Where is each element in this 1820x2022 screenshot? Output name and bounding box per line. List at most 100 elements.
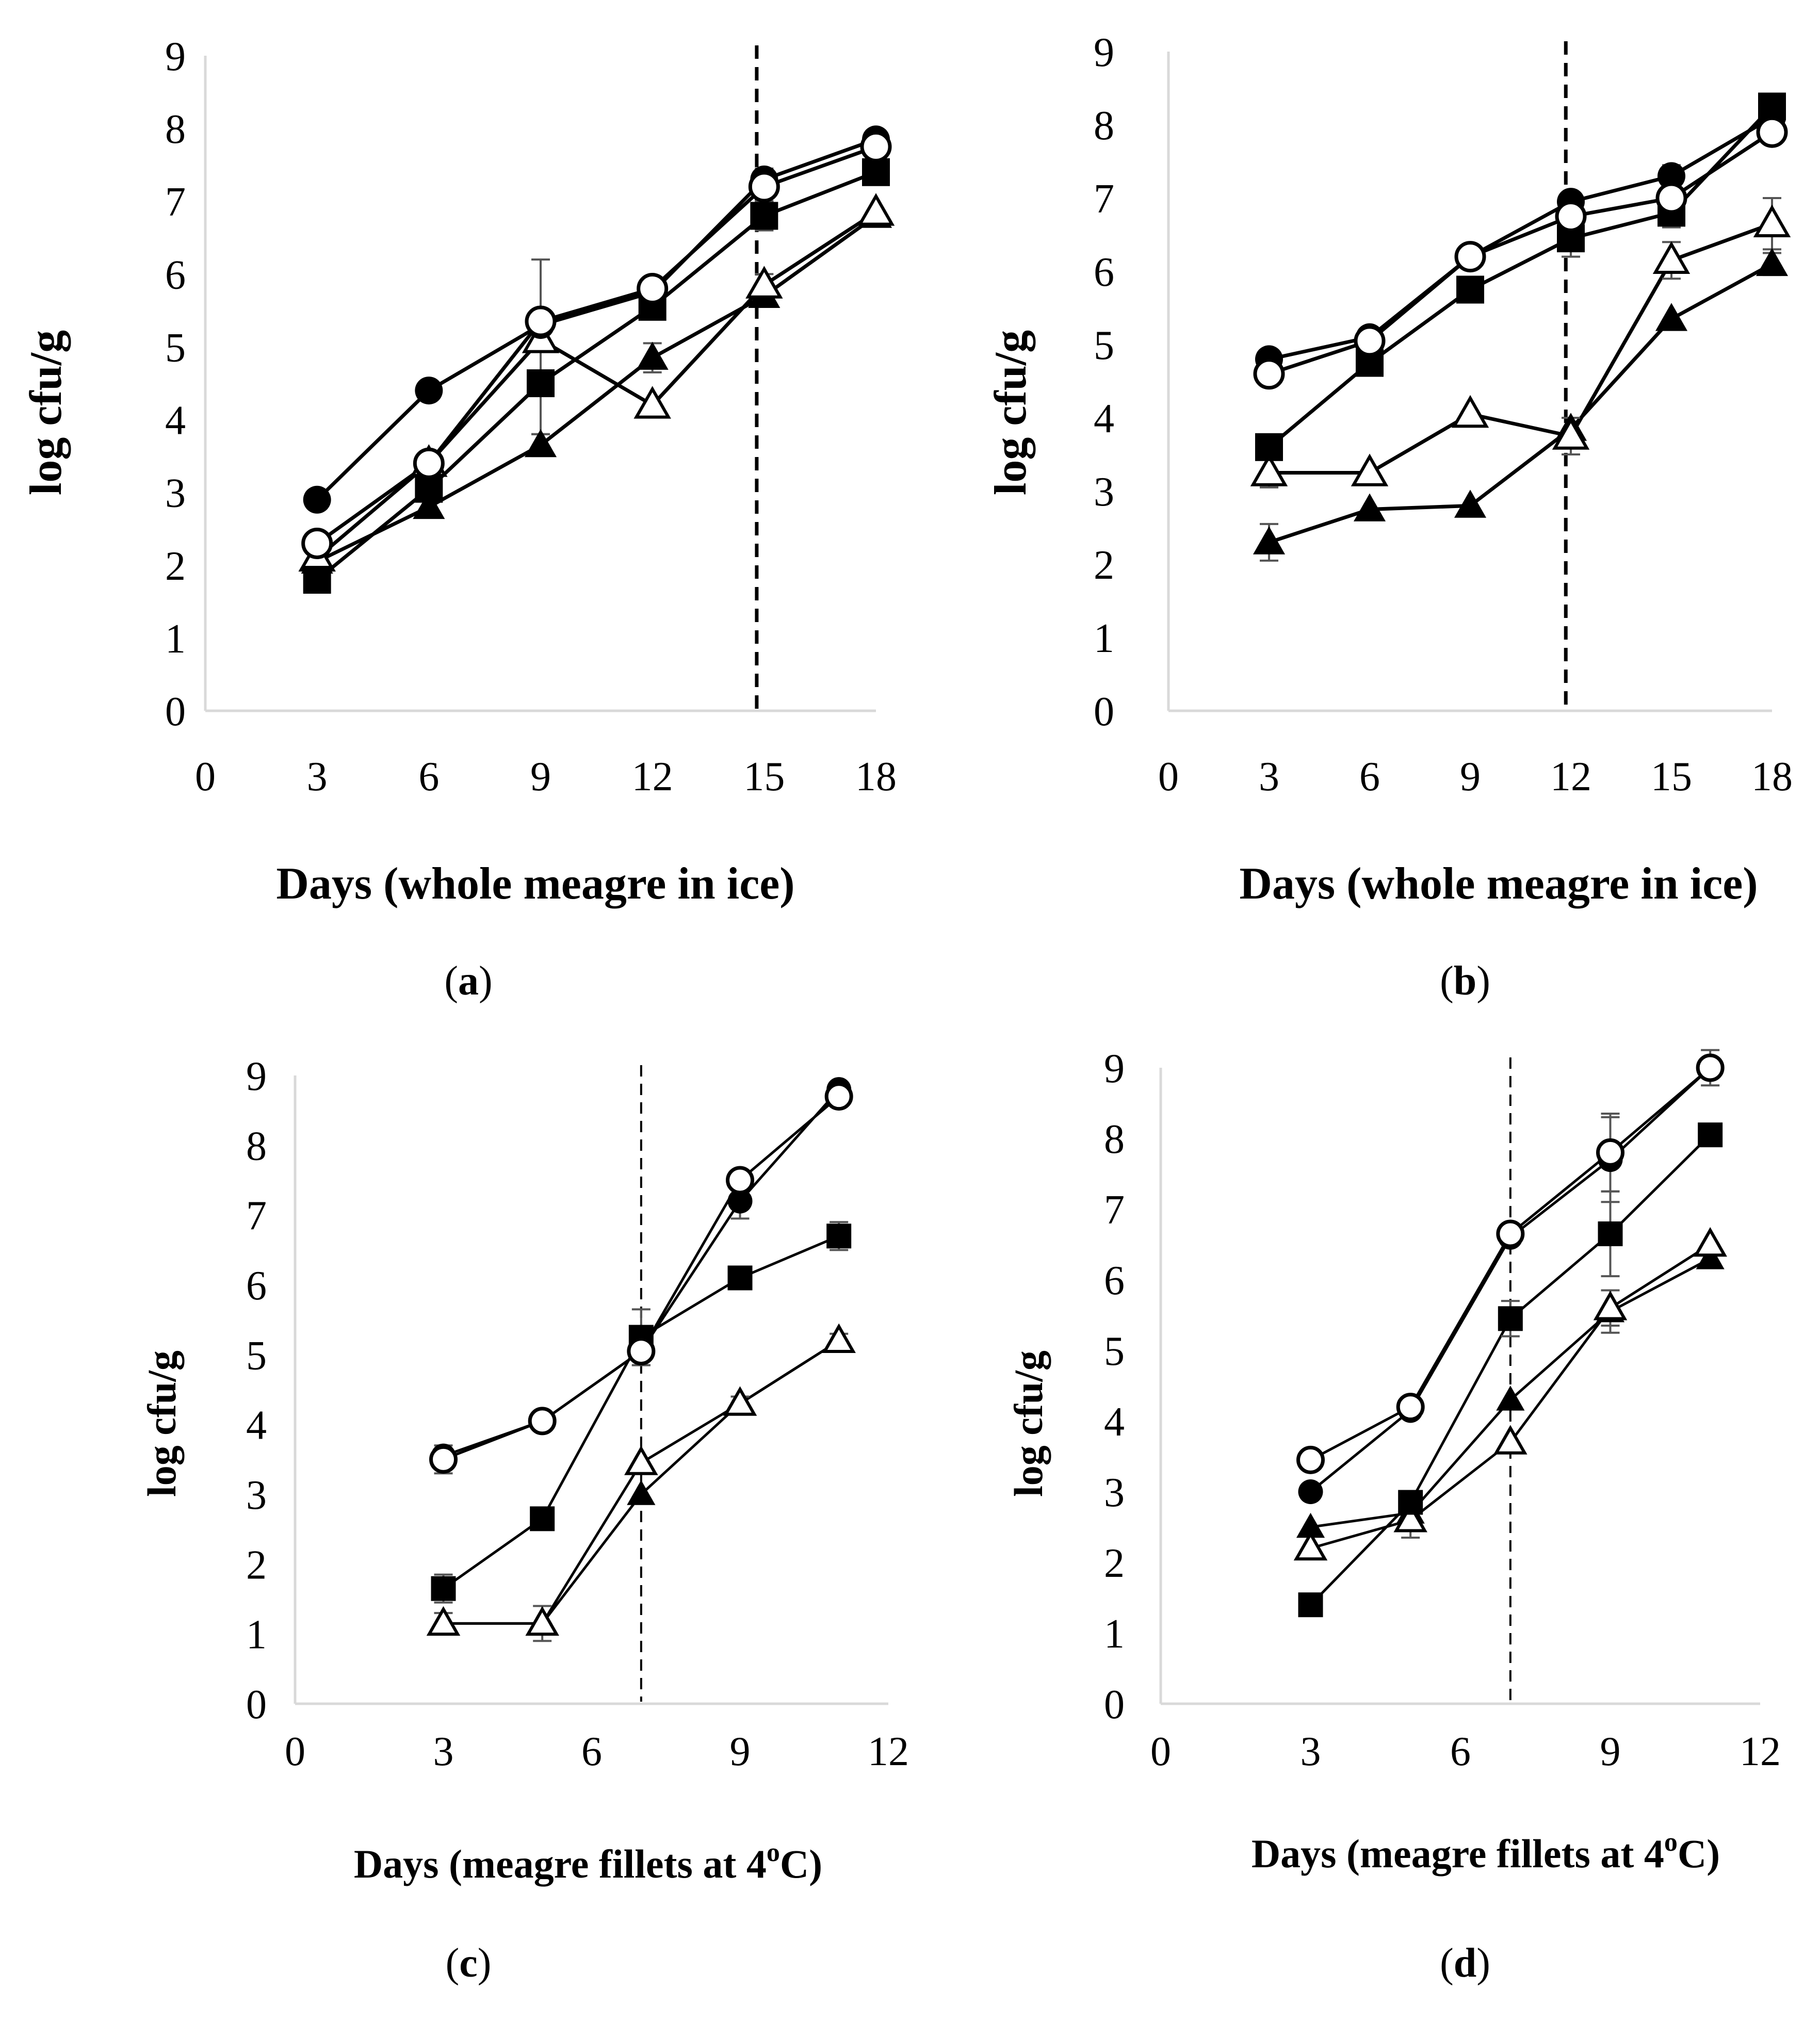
series-line-filled-triangle bbox=[1268, 262, 1773, 544]
data-point-filled-square bbox=[303, 566, 331, 594]
data-point-open-triangle bbox=[822, 1323, 856, 1353]
x-tick-label: 0 bbox=[195, 754, 216, 800]
series-line-filled-circle bbox=[316, 138, 877, 501]
panel-a: log cfu/g Days (whole meagre in ice) (a)… bbox=[21, 34, 897, 1004]
panel-caption: (d) bbox=[1440, 1941, 1490, 1986]
data-point-filled-triangle bbox=[1696, 1244, 1725, 1269]
y-tick-label: 7 bbox=[165, 180, 186, 225]
panel-caption: (a) bbox=[444, 958, 492, 1004]
series-line-filled-square bbox=[1268, 105, 1774, 449]
data-point-filled-circle bbox=[415, 377, 443, 405]
data-point-open-circle bbox=[1596, 1138, 1624, 1167]
y-tick-label: 8 bbox=[165, 107, 186, 152]
data-point-filled-square bbox=[527, 369, 555, 397]
y-tick-label: 0 bbox=[246, 1682, 267, 1727]
y-tick-label: 0 bbox=[165, 689, 186, 735]
data-point-filled-triangle bbox=[524, 429, 557, 458]
data-point-open-triangle bbox=[1753, 204, 1791, 237]
y-tick-label: 3 bbox=[165, 471, 186, 516]
y-tick-label: 0 bbox=[1094, 689, 1114, 735]
y-tick-label: 8 bbox=[1104, 1117, 1125, 1162]
data-point-open-circle bbox=[748, 171, 780, 203]
x-tick-label: 3 bbox=[433, 1729, 454, 1774]
y-tick-label: 7 bbox=[1104, 1187, 1125, 1233]
y-tick-label: 1 bbox=[246, 1612, 267, 1658]
data-point-open-circle bbox=[824, 1082, 853, 1111]
y-tick-label: 2 bbox=[246, 1542, 267, 1588]
data-point-open-circle bbox=[301, 527, 333, 559]
y-tick-label: 5 bbox=[246, 1333, 267, 1378]
y-tick-label: 6 bbox=[165, 252, 186, 298]
data-point-open-triangle bbox=[1493, 1425, 1528, 1455]
x-tick-label: 12 bbox=[1550, 754, 1591, 800]
data-point-filled-circle bbox=[727, 1188, 753, 1214]
y-tick-label: 8 bbox=[1094, 103, 1114, 149]
data-point-filled-square bbox=[431, 1576, 456, 1601]
x-tick-label: 18 bbox=[855, 754, 897, 800]
panel-c: log cfu/g Days (meagre fillets at 4oC) (… bbox=[139, 1054, 909, 1986]
data-point-filled-triangle bbox=[636, 341, 669, 370]
x-tick-label: 6 bbox=[1450, 1729, 1471, 1774]
data-point-filled-square bbox=[1398, 1490, 1423, 1515]
y-tick-label: 5 bbox=[1094, 323, 1114, 368]
x-tick-label: 12 bbox=[632, 754, 673, 800]
x-tick-label: 6 bbox=[581, 1729, 602, 1774]
data-point-open-triangle bbox=[624, 1445, 658, 1475]
y-tick-label: 5 bbox=[1104, 1329, 1125, 1374]
data-point-open-triangle bbox=[633, 386, 671, 419]
y-tick-label: 3 bbox=[1094, 469, 1114, 515]
y-tick-label: 9 bbox=[1104, 1046, 1125, 1091]
series-line-open-circle bbox=[1268, 131, 1773, 376]
data-point-filled-square bbox=[530, 1506, 555, 1531]
y-axis-label: log cfu/g bbox=[21, 330, 71, 495]
y-tick-label: 8 bbox=[246, 1123, 267, 1169]
data-point-filled-square bbox=[750, 202, 778, 230]
x-axis-label: Days (meagre fillets at 4oC) bbox=[1252, 1828, 1720, 1876]
data-point-open-triangle bbox=[525, 1606, 559, 1636]
data-point-filled-circle bbox=[1298, 1479, 1323, 1504]
x-tick-label: 9 bbox=[730, 1729, 751, 1774]
data-point-open-circle bbox=[1696, 1053, 1725, 1082]
x-tick-label: 3 bbox=[307, 754, 328, 800]
y-tick-label: 2 bbox=[1094, 543, 1114, 588]
y-tick-label: 9 bbox=[165, 34, 186, 79]
x-axis-label: Days (whole meagre in ice) bbox=[1239, 859, 1758, 909]
data-point-open-triangle bbox=[1293, 1530, 1328, 1561]
x-tick-label: 18 bbox=[1751, 754, 1793, 800]
data-point-open-circle bbox=[528, 1407, 557, 1436]
series-line-filled-triangle bbox=[316, 214, 878, 563]
data-point-open-triangle bbox=[1552, 417, 1590, 450]
data-point-filled-square bbox=[1255, 433, 1283, 461]
series-line-open-triangle bbox=[1269, 222, 1773, 475]
x-tick-label: 0 bbox=[285, 1729, 305, 1774]
data-point-filled-triangle bbox=[627, 1480, 656, 1505]
y-tick-label: 7 bbox=[1094, 176, 1114, 222]
data-point-filled-square bbox=[415, 475, 443, 503]
series-line-filled-square bbox=[1309, 1134, 1711, 1606]
data-point-open-circle bbox=[1756, 116, 1788, 148]
x-tick-label: 0 bbox=[1150, 1729, 1171, 1774]
panel-b: log cfu/g Days (whole meagre in ice) (b)… bbox=[986, 30, 1793, 1004]
data-point-filled-triangle bbox=[1496, 1385, 1525, 1411]
panel-d: log cfu/g Days (meagre fillets at 4oC) (… bbox=[1006, 1046, 1781, 1986]
y-tick-label: 6 bbox=[246, 1263, 267, 1309]
y-tick-label: 9 bbox=[246, 1054, 267, 1099]
data-point-open-circle bbox=[1396, 1393, 1425, 1422]
series-line-open-triangle bbox=[316, 210, 877, 560]
data-point-filled-square bbox=[1298, 1592, 1323, 1618]
data-point-open-triangle bbox=[1250, 453, 1288, 486]
x-tick-label: 12 bbox=[1740, 1729, 1781, 1774]
data-point-filled-circle bbox=[303, 485, 331, 514]
data-point-open-circle bbox=[429, 1445, 458, 1474]
y-tick-label: 3 bbox=[246, 1473, 267, 1518]
y-tick-label: 4 bbox=[1104, 1399, 1125, 1445]
x-tick-label: 15 bbox=[1651, 754, 1692, 800]
x-tick-label: 9 bbox=[1460, 754, 1481, 800]
x-tick-label: 6 bbox=[418, 754, 439, 800]
y-axis-label: log cfu/g bbox=[1006, 1350, 1051, 1497]
data-point-filled-square bbox=[1598, 1221, 1623, 1246]
data-point-filled-square bbox=[727, 1265, 753, 1291]
data-point-filled-square bbox=[1498, 1306, 1523, 1331]
data-point-open-circle bbox=[1296, 1445, 1325, 1474]
